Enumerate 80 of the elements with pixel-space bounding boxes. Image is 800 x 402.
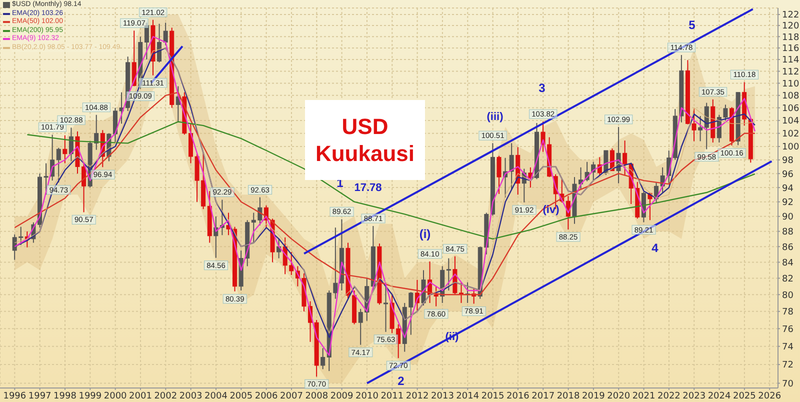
y-tick-label: 104: [782, 116, 800, 127]
y-tick-label: 86: [782, 242, 794, 253]
y-tick-label: 84: [782, 258, 794, 268]
x-tick-label: 2019: [582, 391, 606, 402]
x-tick-label: 2011: [380, 391, 404, 402]
y-tick-label: 92: [782, 198, 794, 208]
x-tick-label: 1997: [28, 391, 52, 402]
y-tick-label: 94: [782, 184, 794, 194]
x-tick-label: 2004: [204, 391, 228, 402]
y-tick-label: 118: [782, 32, 800, 43]
y-tick-label: 110: [782, 79, 800, 90]
y-tick-label: 100: [782, 142, 800, 153]
candlestick: [56, 147, 61, 183]
x-tick-label: 2015: [481, 391, 504, 402]
y-tick-label: 106: [782, 104, 800, 114]
candlestick: [496, 155, 502, 194]
x-tick-label: 2025: [732, 391, 756, 402]
annotation: (iv): [542, 204, 560, 216]
x-tick-label: 2007: [280, 391, 303, 402]
y-tick-label: 102: [782, 130, 800, 140]
y-tick-label: 98: [782, 156, 794, 166]
candlestick: [622, 140, 628, 176]
candlestick: [704, 102, 709, 150]
candlestick: [384, 282, 388, 332]
x-tick-label: 2023: [682, 391, 706, 402]
y-tick-label: 116: [782, 44, 800, 54]
x-tick-label: 2016: [506, 391, 530, 402]
candlestick: [698, 116, 703, 142]
x-tick-label: 2001: [129, 391, 152, 402]
candlestick: [320, 348, 326, 370]
x-tick-label: 2005: [230, 391, 253, 402]
x-tick-label: 2012: [406, 391, 429, 402]
annotation: (i): [419, 227, 431, 241]
y-tick-label: 112: [782, 67, 800, 78]
y-tick-label: 88: [782, 228, 794, 238]
candlestick: [144, 22, 149, 60]
x-tick-label: 2020: [607, 391, 630, 402]
x-tick-label: 2018: [556, 391, 580, 402]
y-tick-label: 80: [782, 290, 794, 301]
x-tick-label: 2021: [632, 391, 656, 402]
y-tick-label: 96: [782, 170, 794, 180]
y-tick-label: 114: [782, 56, 800, 66]
x-tick-label: 2022: [658, 391, 680, 402]
y-tick-label: 78: [782, 308, 794, 318]
annotation: 2: [398, 374, 405, 388]
y-tick-label: 74: [782, 342, 794, 353]
text: USD Kuukausi: [315, 113, 415, 167]
candlestick: [509, 142, 514, 190]
y-tick-label: 108: [782, 92, 800, 102]
x-tick-label: 1999: [78, 391, 102, 402]
x-tick-label: 2026: [758, 391, 782, 402]
x-tick-label: 2024: [708, 391, 732, 402]
y-tick-label: 72: [782, 360, 794, 371]
candlestick: [434, 286, 438, 307]
annotation: 3: [538, 81, 546, 95]
candlestick: [446, 258, 451, 291]
x-tick-label: 2002: [154, 391, 178, 402]
y-tick-label: 76: [782, 324, 794, 335]
annotation: 17.78: [354, 182, 382, 194]
annotation: 5: [688, 18, 696, 32]
candlestick: [692, 108, 696, 142]
x-tick-label: 1998: [54, 391, 77, 402]
candlestick: [62, 134, 68, 164]
x-tick-label: 2010: [356, 391, 379, 402]
annotation: 4: [652, 241, 659, 255]
y-tick-label: 90: [782, 212, 794, 223]
x-tick-label: 2000: [104, 391, 128, 402]
y-tick-label: 82: [782, 274, 794, 284]
y-tick-label: 122: [782, 10, 800, 21]
y-tick-label: 120: [782, 22, 800, 32]
x-tick-label: 2006: [254, 391, 278, 402]
x-tick-label: 2008: [305, 391, 328, 402]
x-tick-label: 2009: [330, 391, 354, 402]
annotation: (iii): [486, 111, 504, 123]
x-tick-label: 2014: [456, 391, 480, 402]
x-tick-label: 2013: [431, 391, 454, 402]
y-tick-label: 70: [782, 379, 794, 390]
x-tick-label: 1996: [3, 391, 26, 402]
x-tick-label: 2017: [532, 391, 555, 402]
x-tick-label: 2003: [179, 391, 202, 402]
